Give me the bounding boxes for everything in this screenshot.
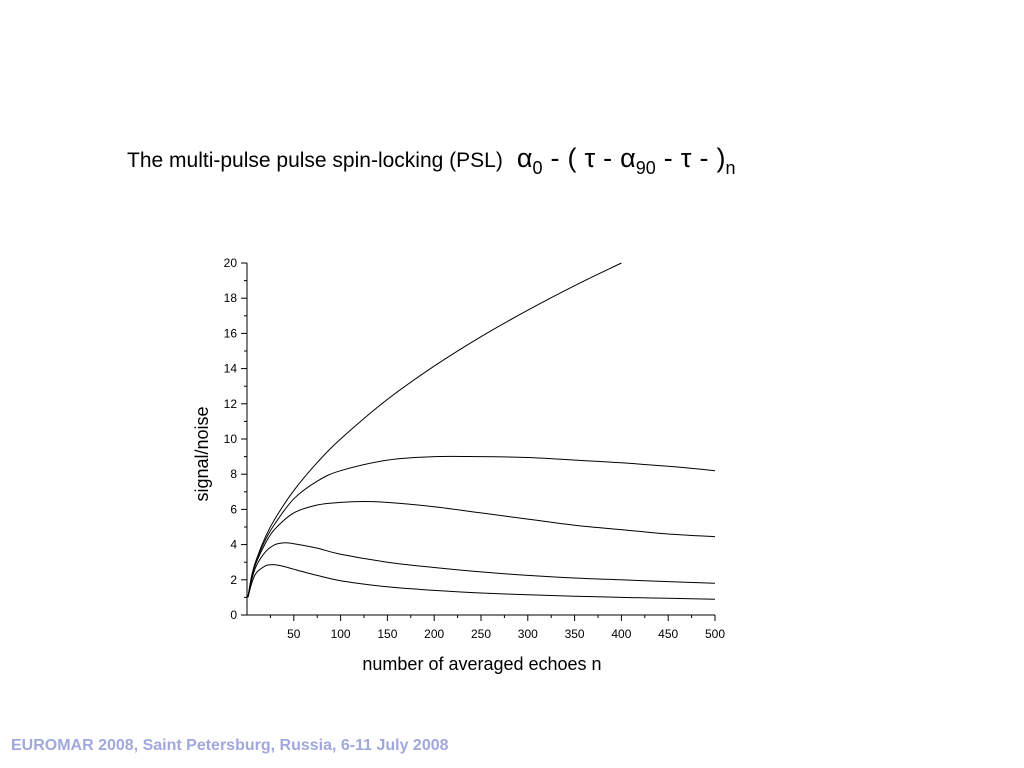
chart-axes: 0 2 4 6 8 10 12 14 16 18 20 50 100 150 200 250 300 350 400… — [224, 256, 726, 641]
y-axis-label: signal/noise — [192, 406, 212, 501]
y-tick-label: 0 — [230, 608, 237, 622]
dash: - — [550, 143, 560, 173]
x-tick-label: 350 — [565, 627, 585, 641]
y-tick-label: 6 — [230, 502, 237, 516]
y-tick-label: 14 — [224, 362, 238, 376]
y-tick-label: 10 — [224, 432, 238, 446]
x-axis-label: number of averaged echoes n — [362, 654, 601, 674]
y-tick-label: 20 — [224, 256, 238, 270]
tau-symbol: τ — [680, 143, 692, 173]
alpha-symbol: α — [516, 143, 533, 173]
alpha-symbol: α — [620, 143, 636, 173]
y-tick-label: 8 — [230, 467, 237, 481]
y-tick-label: 12 — [224, 397, 238, 411]
n-subscript: n — [725, 158, 736, 178]
title-text: The multi-pulse pulse spin-locking (PSL) — [127, 149, 503, 172]
x-tick-label: 50 — [287, 627, 301, 641]
x-tick-label: 100 — [331, 627, 351, 641]
footer-text: EUROMAR 2008, Saint Petersburg, Russia, … — [11, 737, 449, 754]
close-paren: ) — [716, 143, 726, 173]
series-line-3 — [247, 500, 716, 598]
y-tick-label: 4 — [230, 538, 237, 552]
series-line-1 — [247, 262, 622, 598]
series-line-4 — [247, 542, 716, 598]
tau-symbol: τ — [584, 143, 596, 173]
y-tick-label: 16 — [224, 326, 238, 340]
x-tick-label: 500 — [705, 627, 725, 641]
x-tick-label: 200 — [424, 627, 444, 641]
pulse-sequence: α0-(τ - α90- τ -)n — [516, 143, 736, 178]
dash: - — [603, 143, 613, 173]
alpha-0-subscript: 0 — [532, 158, 543, 178]
x-tick-label: 300 — [518, 627, 538, 641]
chart-curves — [247, 262, 716, 600]
x-tick-label: 150 — [377, 627, 397, 641]
slide-title: The multi-pulse pulse spin-locking (PSL)… — [127, 136, 735, 190]
alpha-90-subscript: 90 — [635, 158, 656, 178]
x-tick-label: 250 — [471, 627, 491, 641]
open-paren: ( — [567, 143, 577, 173]
x-tick-label: 400 — [611, 627, 631, 641]
series-line-2 — [247, 455, 716, 598]
y-tick-label: 18 — [224, 291, 238, 305]
series-line-5 — [247, 564, 716, 600]
dash: - — [663, 143, 673, 173]
dash: - — [699, 143, 709, 173]
x-tick-label: 450 — [658, 627, 678, 641]
y-tick-label: 2 — [230, 573, 237, 587]
